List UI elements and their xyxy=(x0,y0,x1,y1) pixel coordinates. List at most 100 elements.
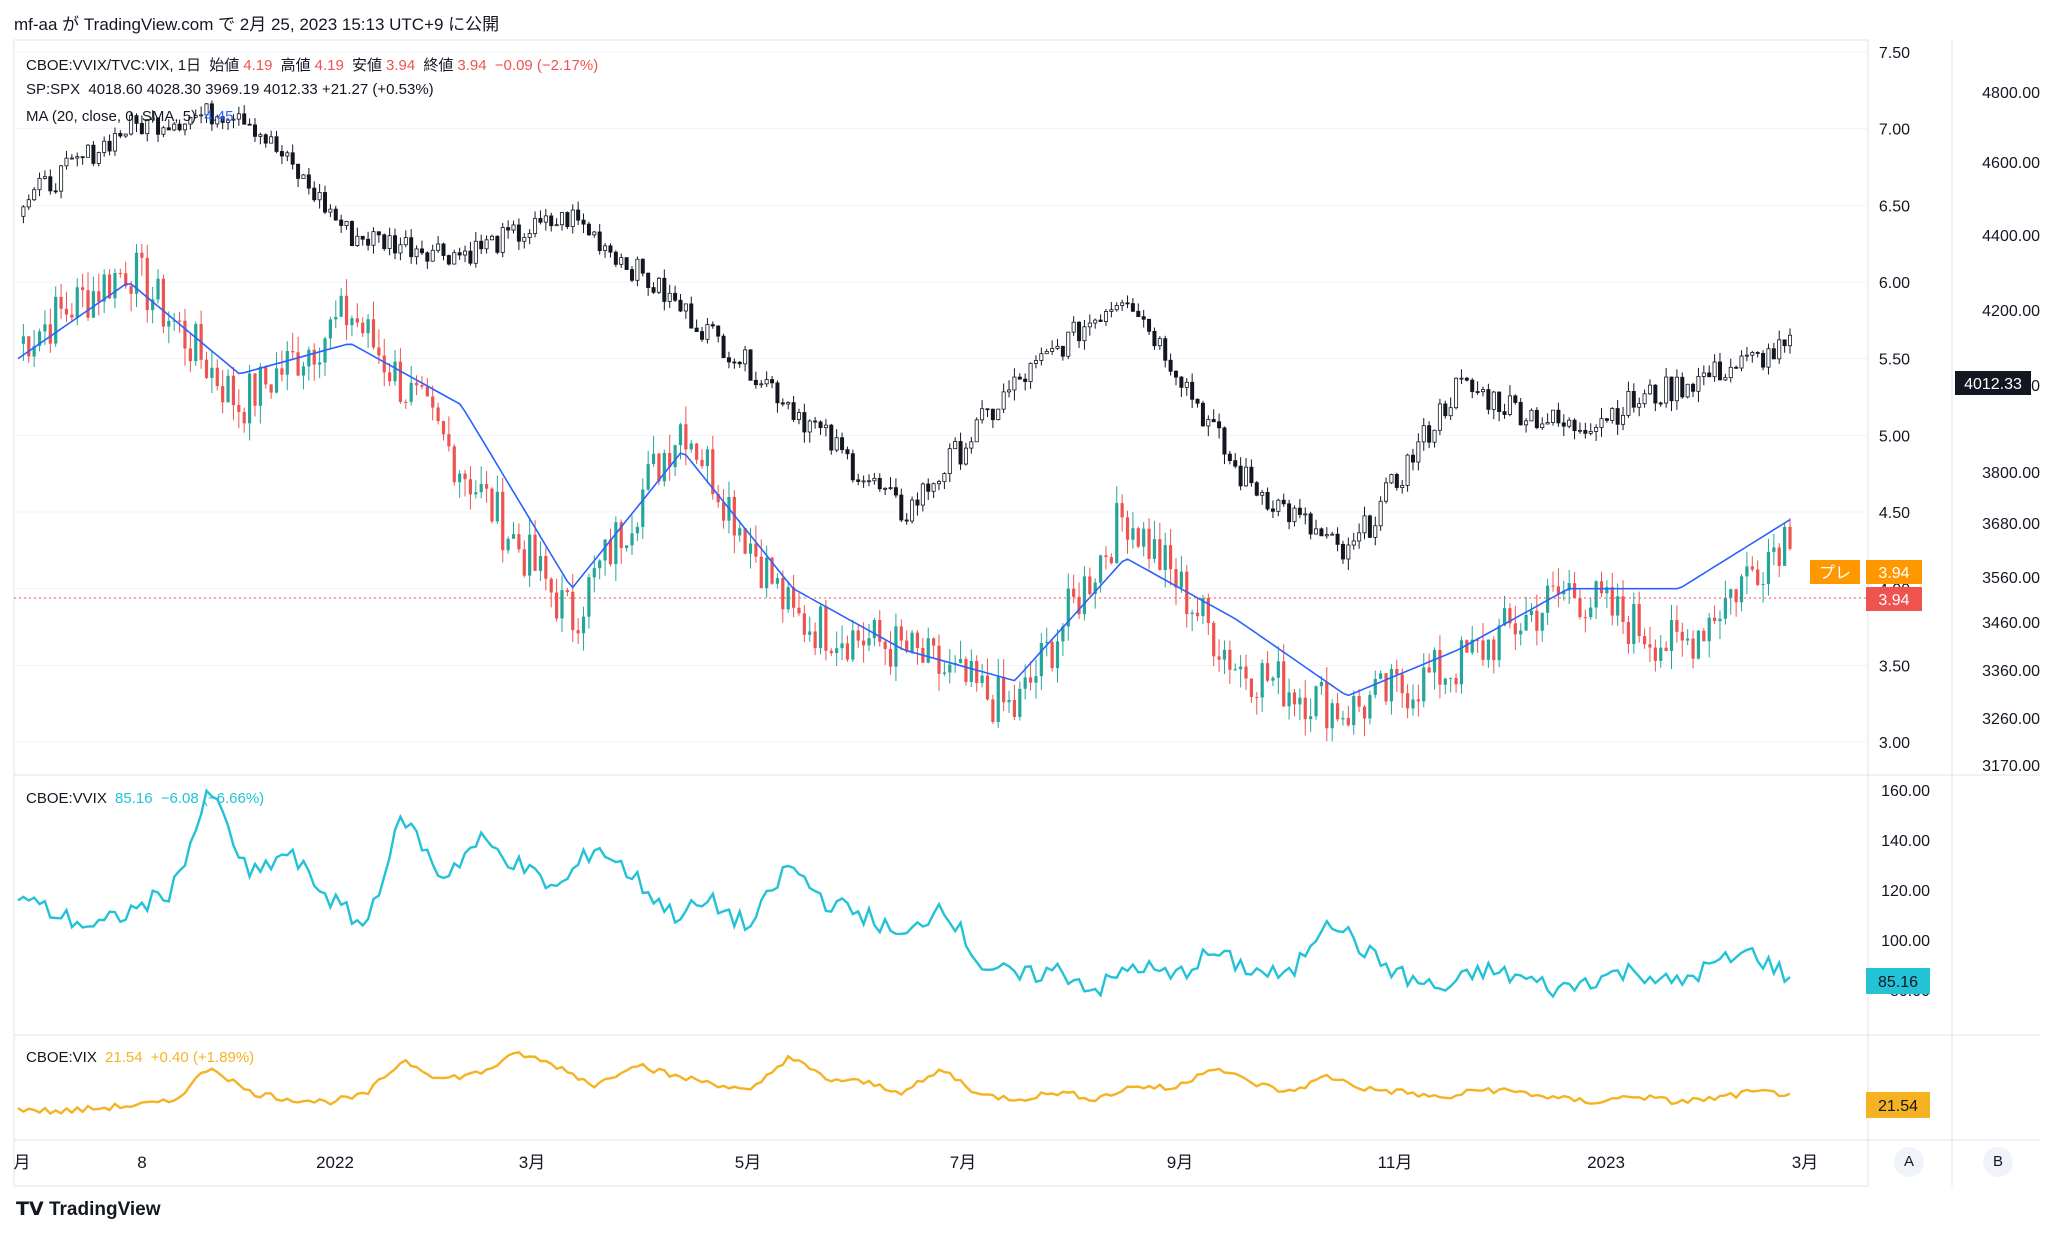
spx-candle-body xyxy=(538,218,543,223)
ratio-candle-body xyxy=(21,336,25,344)
ratio-candle-body xyxy=(576,630,580,634)
ratio-candle-body xyxy=(1519,630,1523,635)
spx-candle-body xyxy=(802,412,807,433)
time-axis[interactable]: 月 8 2022 3月 5月 7月 9月 11月 2023 3月 xyxy=(14,1153,1819,1172)
price-axis-spx[interactable]: 4800.004600.004400.004200.004000.003800.… xyxy=(1982,85,2040,775)
spx-candle-body xyxy=(382,234,387,249)
spx-candle-body xyxy=(985,408,990,411)
scale-b-button[interactable]: B xyxy=(1983,1147,2013,1177)
spx-candle-body xyxy=(1211,419,1216,423)
ratio-candle-body xyxy=(1783,526,1787,566)
time-axis-tick: 8 xyxy=(137,1153,146,1172)
ratio-candle-body xyxy=(1680,631,1684,641)
spx-candle-body xyxy=(1524,420,1529,426)
spx-candle-body xyxy=(1340,543,1345,560)
legend-ma-label: MA (20, close, 0, SMA, 5) xyxy=(26,108,197,125)
spx-axis-tick: 3260.00 xyxy=(1982,711,2040,728)
tv-logo-icon: 𝗧𝗩 xyxy=(16,1199,49,1220)
spx-candle-body xyxy=(958,441,963,465)
price-axis-ratio[interactable]: 7.507.006.506.005.505.004.504.003.503.00 xyxy=(1879,45,1910,752)
spx-candle-body xyxy=(533,218,538,234)
spx-candle-body xyxy=(263,134,268,144)
spx-candle-body xyxy=(1265,492,1270,510)
ratio-candle-body xyxy=(1745,566,1749,577)
spx-candle-body xyxy=(1400,485,1405,488)
spx-candle-body xyxy=(673,292,678,301)
legend-spx-values: 4018.60 4028.30 3969.19 4012.33 +21.27 (… xyxy=(88,81,434,98)
spx-candle-body xyxy=(134,115,139,124)
ratio-candle-body xyxy=(183,320,187,349)
ratio-candle-body xyxy=(1330,703,1334,729)
spx-candle-body xyxy=(780,402,785,405)
spx-candle-body xyxy=(1017,376,1022,380)
legend-main[interactable]: CBOE:VVIX/TVC:VIX, 1日 始値 4.19 高値 4.19 安値 3.… xyxy=(26,54,602,75)
legend-close-label: 終値 xyxy=(423,57,454,74)
spx-candle-body xyxy=(150,117,155,121)
spx-candle-body xyxy=(1098,319,1103,322)
spx-candle-body xyxy=(753,379,758,386)
spx-candle-body xyxy=(926,483,931,492)
ratio-candle-body xyxy=(70,314,74,318)
spx-candle-body xyxy=(872,477,877,482)
ratio-candle-body xyxy=(247,373,252,424)
pre-market-value: 3.94 xyxy=(1878,565,1909,582)
ratio-candle-body xyxy=(253,373,257,406)
auto-scale-button[interactable]: A xyxy=(1894,1147,1924,1177)
ratio-axis-tick: 5.00 xyxy=(1879,428,1910,445)
ratio-candle-body xyxy=(377,347,381,356)
ratio-candle-body xyxy=(1379,673,1383,679)
ratio-candle-body xyxy=(888,648,893,667)
ratio-candle-body xyxy=(980,675,984,684)
spx-candle-body xyxy=(527,233,532,238)
ratio-candle-body xyxy=(124,273,128,287)
legend-vvix[interactable]: CBOE:VVIX 85.16 −6.08 (−6.66%) xyxy=(26,790,268,807)
ratio-candle-body xyxy=(883,641,887,649)
ratio-candle-body xyxy=(641,489,645,527)
legend-spx[interactable]: SP:SPX 4018.60 4028.30 3969.19 4012.33 +… xyxy=(26,81,438,98)
ratio-candle-body xyxy=(969,660,973,682)
ratio-candle-body xyxy=(97,291,101,302)
spx-axis-tick: 4400.00 xyxy=(1982,228,2040,245)
spx-axis-tick: 4200.00 xyxy=(1982,303,2040,320)
spx-candle-body xyxy=(53,190,58,193)
tradingview-logo[interactable]: 𝗧𝗩 TradingView xyxy=(16,1198,161,1221)
ratio-candle-body xyxy=(156,278,160,300)
spx-candle-body xyxy=(285,152,290,157)
ratio-candle-body xyxy=(716,494,720,503)
spx-candle-body xyxy=(1103,311,1108,322)
ratio-candle-body xyxy=(1567,583,1571,591)
spx-candle-body xyxy=(1432,429,1437,443)
spx-candle-body xyxy=(694,327,699,332)
ratio-candle-body xyxy=(204,359,209,378)
ratio-candle-body xyxy=(511,534,516,539)
ratio-candle-body xyxy=(404,401,408,403)
spx-candle-body xyxy=(1136,310,1141,318)
ratio-candle-body xyxy=(1303,697,1307,720)
spx-candle-body xyxy=(1529,409,1534,422)
spx-candle-body xyxy=(328,208,333,213)
ratio-candle-body xyxy=(1443,678,1447,685)
ratio-candle-body xyxy=(1292,692,1297,705)
ratio-candle-body xyxy=(678,424,683,446)
ratio-candle-body xyxy=(1675,620,1679,632)
spx-candle-body xyxy=(1518,402,1523,426)
pre-market-label: プレ xyxy=(1819,564,1851,582)
spx-candle-body xyxy=(1314,528,1319,535)
ratio-candle-body xyxy=(1524,614,1528,631)
legend-ma[interactable]: MA (20, close, 0, SMA, 5) 4.45 xyxy=(26,108,237,125)
spx-candle-body xyxy=(1389,474,1394,484)
spx-candle-body xyxy=(619,257,624,265)
ratio-candle-body xyxy=(1723,597,1727,619)
ratio-candle-body xyxy=(167,320,171,327)
spx-candle-body xyxy=(1394,474,1399,488)
spx-axis-tick: 3360.00 xyxy=(1982,663,2040,680)
spx-candle-body xyxy=(866,480,871,483)
spx-candle-body xyxy=(1502,411,1507,415)
spx-candle-body xyxy=(220,116,225,123)
ratio-candle-body xyxy=(1352,696,1356,726)
spx-axis-tick: 3460.00 xyxy=(1982,615,2040,632)
ratio-candle-body xyxy=(1454,677,1458,685)
legend-vix[interactable]: CBOE:VIX 21.54 +0.40 (+1.89%) xyxy=(26,1049,258,1066)
